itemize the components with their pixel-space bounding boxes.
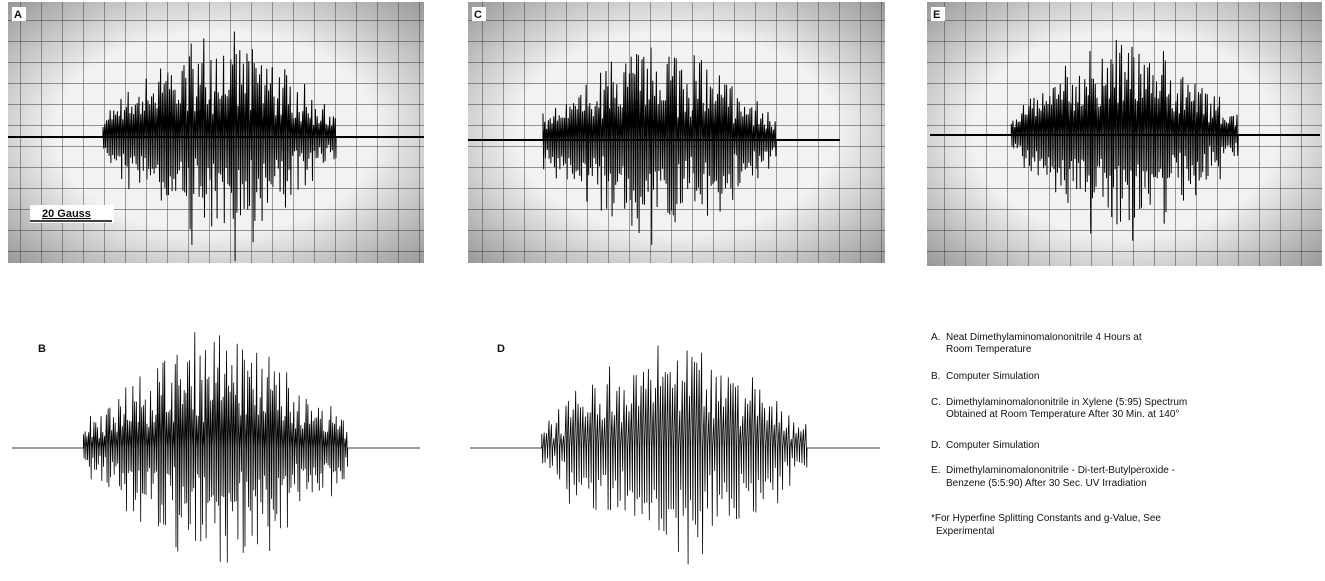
label-box bbox=[931, 7, 945, 21]
legend-text: Dimethylaminomalononitrile in Xylene (5:… bbox=[946, 397, 1187, 408]
legend-text: Computer Simulation bbox=[946, 371, 1039, 382]
scale-label: 20 Gauss bbox=[42, 208, 91, 220]
legend-text: Benzene (5:5:90) After 30 Sec. UV Irradi… bbox=[946, 478, 1147, 489]
label-box bbox=[30, 205, 114, 223]
panel-label: D bbox=[497, 343, 505, 355]
label-box bbox=[472, 7, 486, 21]
spectrum bbox=[12, 332, 420, 563]
panel-label: A bbox=[14, 9, 22, 21]
legend-text: Obtained at Room Temperature After 30 Mi… bbox=[946, 409, 1179, 420]
legend-letter: E. bbox=[931, 465, 940, 476]
legend-text: Computer Simulation bbox=[946, 440, 1039, 451]
panel-label: E bbox=[933, 9, 940, 21]
spectrum bbox=[480, 47, 840, 245]
footnote: *For Hyperfine Splitting Constants and g… bbox=[931, 513, 1161, 524]
label-box bbox=[12, 7, 26, 21]
legend: A. Neat Dimethylaminomalononitrile 4 Hour… bbox=[931, 332, 1187, 537]
spectrum bbox=[470, 345, 880, 565]
legend-letter: D. bbox=[931, 440, 941, 451]
legend-text: Dimethylaminomalononitrile - Di-tert-But… bbox=[946, 465, 1175, 476]
panel-label: C bbox=[474, 9, 482, 21]
legend-letter: C. bbox=[931, 397, 941, 408]
panel-label: B bbox=[38, 343, 46, 355]
spectrum bbox=[40, 31, 400, 262]
legend-text: Neat Dimethylaminomalononitrile 4 Hours … bbox=[946, 332, 1142, 343]
footnote: Experimental bbox=[936, 526, 994, 537]
legend-letter: A. bbox=[931, 332, 940, 343]
spectrum bbox=[950, 39, 1300, 241]
legend-text: Room Temperature bbox=[946, 344, 1032, 355]
legend-letter: B. bbox=[931, 371, 940, 382]
